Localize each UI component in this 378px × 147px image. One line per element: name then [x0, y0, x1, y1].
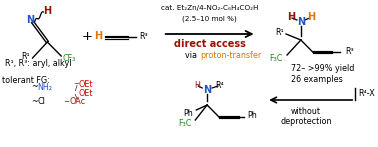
Text: R⁴: R⁴	[215, 81, 225, 90]
Text: F₃C: F₃C	[178, 118, 191, 127]
Text: R¹: R¹	[21, 51, 30, 61]
Text: Cl: Cl	[37, 97, 45, 106]
Text: CF₃: CF₃	[62, 54, 76, 62]
Text: 72– >99% yield: 72– >99% yield	[291, 64, 355, 72]
Text: proton-transfer: proton-transfer	[201, 51, 262, 60]
Text: OEt: OEt	[79, 80, 93, 88]
Text: H: H	[287, 12, 295, 22]
Text: N: N	[203, 85, 211, 95]
Text: N: N	[26, 15, 35, 25]
Text: R¹, R³: aryl, alkyl: R¹, R³: aryl, alkyl	[5, 59, 71, 67]
Text: \: \	[75, 94, 77, 100]
Text: ~: ~	[31, 82, 37, 91]
Text: N: N	[297, 17, 305, 27]
Text: deprotection: deprotection	[280, 117, 332, 127]
Text: H: H	[194, 81, 200, 90]
Text: R³: R³	[139, 31, 149, 41]
Text: R¹: R¹	[275, 27, 284, 36]
Text: via: via	[185, 51, 200, 60]
Text: /: /	[75, 85, 77, 91]
Text: Ph: Ph	[248, 112, 257, 121]
Text: without: without	[291, 107, 321, 117]
Text: ~: ~	[73, 81, 79, 87]
Text: direct access: direct access	[174, 39, 246, 49]
Text: OAc: OAc	[69, 97, 85, 106]
Text: H: H	[307, 12, 315, 22]
Text: OEt: OEt	[79, 88, 93, 97]
Text: 26 examples: 26 examples	[291, 75, 343, 83]
Text: H: H	[43, 6, 51, 16]
Text: F₃C: F₃C	[270, 54, 283, 62]
Text: ~: ~	[31, 97, 37, 106]
Text: +: +	[81, 30, 92, 42]
Text: ~: ~	[63, 99, 69, 105]
Text: tolerant FG:: tolerant FG:	[2, 76, 50, 85]
Text: (2.5–10 mol %): (2.5–10 mol %)	[182, 16, 237, 22]
Text: H: H	[94, 31, 103, 41]
Text: R⁴-X: R⁴-X	[358, 88, 375, 97]
Text: cat. Et₂Zn/4-NO₂-C₆H₄CO₂H: cat. Et₂Zn/4-NO₂-C₆H₄CO₂H	[161, 5, 259, 11]
Text: NH₂: NH₂	[37, 82, 53, 91]
Text: Ph: Ph	[184, 108, 193, 117]
Text: R³: R³	[345, 46, 353, 56]
